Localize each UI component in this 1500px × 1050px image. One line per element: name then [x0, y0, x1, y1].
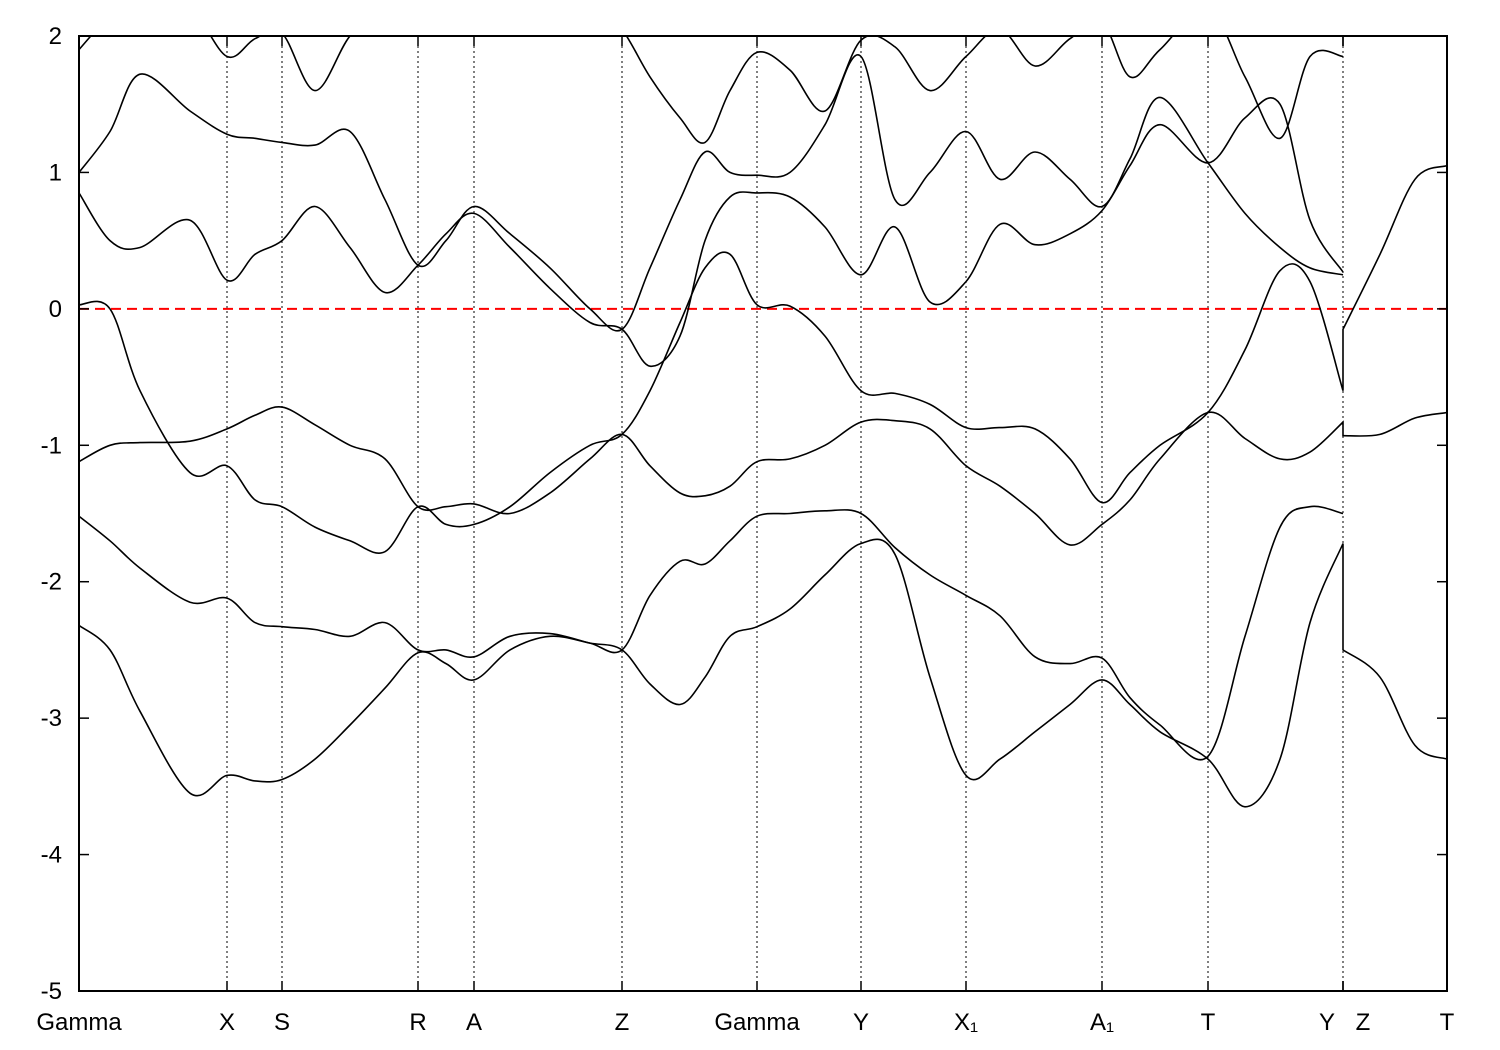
band-line [79, 164, 1447, 554]
band-line [79, 505, 1344, 761]
plot-frame [78, 35, 1448, 992]
x-tick-label: Gamma [36, 1009, 122, 1036]
band-line [79, 36, 1344, 144]
y-tick-label: -5 [41, 978, 62, 1005]
y-tick-label: -2 [41, 569, 62, 596]
x-tick-label: Gamma [714, 1009, 800, 1036]
y-tick-label: 1 [49, 159, 62, 186]
y-tick-label: 2 [49, 23, 62, 50]
x-tick-label: X₁ [954, 1009, 978, 1036]
x-tick-label: Y [1319, 1009, 1335, 1036]
y-tick-label: -1 [41, 432, 62, 459]
band-line [79, 538, 1447, 808]
y-tick-label: -3 [41, 705, 62, 732]
y-tick-label: -4 [41, 842, 62, 869]
band-line [79, 406, 1447, 546]
y-tick-label: 0 [49, 296, 62, 323]
x-tick-label: S [274, 1009, 290, 1036]
x-tick-label: Z [615, 1009, 630, 1036]
x-tick-label: T [1440, 1009, 1455, 1036]
x-tick-label: T [1201, 1009, 1216, 1036]
x-tick-label: R [409, 1009, 426, 1036]
bands [79, 36, 1447, 808]
x-tick-label: A₁ [1090, 1009, 1114, 1036]
x-tick-label: Y [853, 1009, 869, 1036]
x-tick-label: X [219, 1009, 235, 1036]
x-tick-label: Z [1356, 1009, 1371, 1036]
x-tick-label: A [466, 1009, 482, 1036]
band-line [79, 97, 1344, 368]
band-line [79, 54, 1344, 332]
